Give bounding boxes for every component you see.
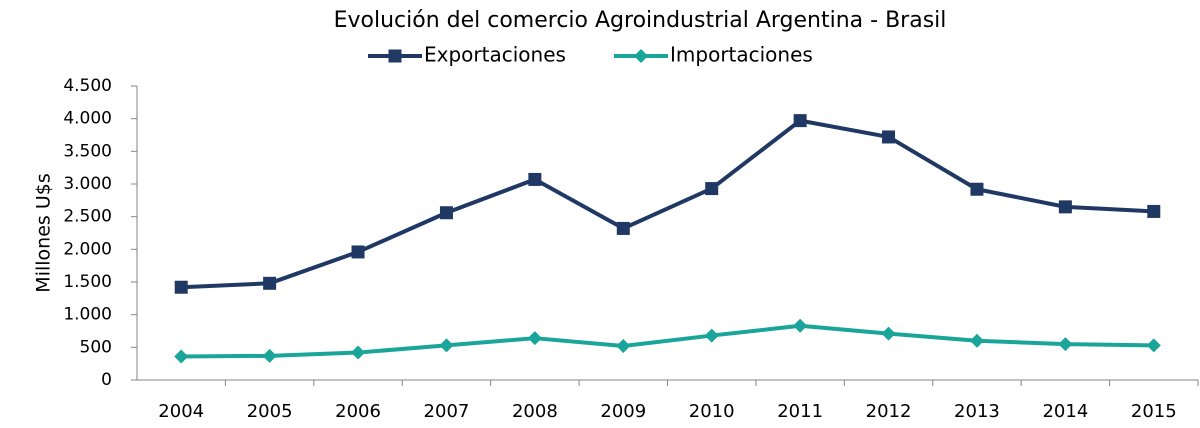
legend-label: Exportaciones xyxy=(424,43,566,67)
marker xyxy=(1147,204,1161,218)
marker xyxy=(351,345,366,360)
marker xyxy=(388,49,402,63)
marker xyxy=(793,114,807,128)
x-tick-label: 2005 xyxy=(247,401,293,422)
marker xyxy=(262,348,277,363)
marker xyxy=(351,245,365,259)
x-tick-label: 2010 xyxy=(689,401,735,422)
marker xyxy=(704,328,719,343)
x-tick-label: 2006 xyxy=(335,401,381,422)
x-tick-label: 2012 xyxy=(866,401,912,422)
y-tick-label: 0 xyxy=(101,370,112,390)
marker xyxy=(634,49,648,63)
y-tick-label: 500 xyxy=(80,337,112,357)
marker xyxy=(1058,337,1073,352)
x-tick-label: 2009 xyxy=(600,401,646,422)
y-axis-label: Millones U$s xyxy=(33,173,55,292)
x-tick-label: 2008 xyxy=(512,401,558,422)
marker xyxy=(882,130,896,144)
y-tick-label: 2.500 xyxy=(63,207,112,227)
marker xyxy=(439,206,453,220)
marker xyxy=(881,326,896,341)
y-tick-label: 2.000 xyxy=(63,239,112,259)
marker xyxy=(527,331,542,346)
legend-label: Importaciones xyxy=(670,43,813,67)
marker xyxy=(263,276,277,290)
chart-title: Evolución del comercio Agroindustrial Ar… xyxy=(334,8,947,33)
x-tick-label: 2011 xyxy=(777,401,823,422)
marker xyxy=(439,338,454,353)
x-tick-label: 2013 xyxy=(954,401,1000,422)
x-tick-label: 2014 xyxy=(1042,401,1088,422)
x-tick-label: 2015 xyxy=(1131,401,1177,422)
marker xyxy=(1146,338,1161,353)
y-tick-label: 4.500 xyxy=(63,76,112,96)
y-tick-label: 1.000 xyxy=(63,305,112,325)
marker xyxy=(969,333,984,348)
marker xyxy=(616,339,631,354)
y-tick-label: 3.500 xyxy=(63,141,112,161)
series-line xyxy=(181,118,1154,290)
y-tick-label: 1.500 xyxy=(63,272,112,292)
y-tick-label: 3.000 xyxy=(63,174,112,194)
marker xyxy=(174,349,189,364)
marker xyxy=(1058,200,1072,214)
marker xyxy=(705,182,719,196)
marker xyxy=(528,172,542,186)
marker xyxy=(616,221,630,235)
marker xyxy=(793,318,808,333)
x-tick-label: 2007 xyxy=(424,401,470,422)
series-line xyxy=(181,323,1154,359)
marker xyxy=(970,182,984,196)
x-tick-label: 2004 xyxy=(158,401,204,422)
y-tick-label: 4.000 xyxy=(63,109,112,129)
marker xyxy=(174,280,188,294)
